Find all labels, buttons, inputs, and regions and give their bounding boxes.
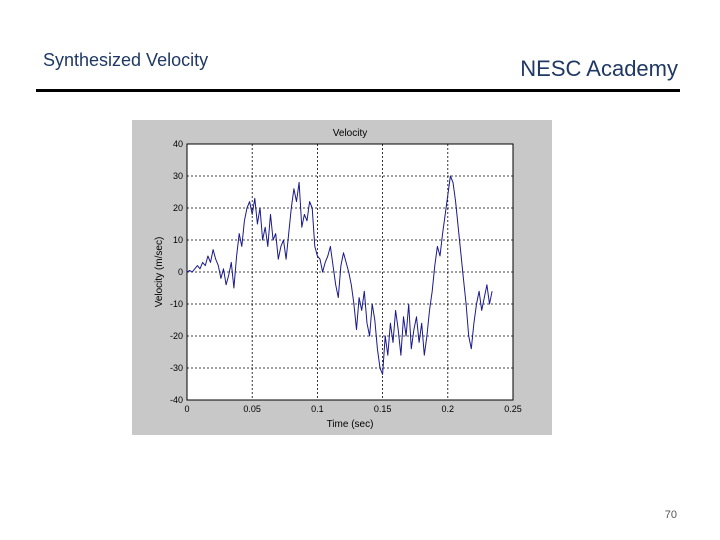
y-tick-label: 40 xyxy=(173,139,183,149)
y-tick-label: 30 xyxy=(173,171,183,181)
slide-title: Synthesized Velocity xyxy=(43,50,209,70)
x-tick-label: 0.15 xyxy=(374,404,392,414)
header-rule xyxy=(36,89,680,92)
page-number: 70 xyxy=(664,509,677,521)
figure-panel: 0 0.05 0.1 0.15 0.2 0.25 -40 -30 -20 -10 0 10 20 30 40… xyxy=(132,120,552,435)
y-tick-label: 20 xyxy=(173,203,183,213)
y-axis-label: Velocity (m/sec) xyxy=(154,237,165,308)
x-tick-label: 0.25 xyxy=(504,404,522,414)
x-tick-label: 0.1 xyxy=(311,404,324,414)
x-tick-label: 0 xyxy=(184,404,189,414)
x-tick-label: 0.2 xyxy=(442,404,455,414)
y-tick-label: -10 xyxy=(170,299,183,309)
y-tick-label: 10 xyxy=(173,235,183,245)
chart-title: Velocity xyxy=(333,128,367,139)
tick-labels: 0 0.05 0.1 0.15 0.2 0.25 -40 -30 -20 -10 0 10 20 30 40 xyxy=(170,139,522,414)
x-axis-label: Time (sec) xyxy=(327,419,374,430)
axes-background xyxy=(186,143,514,401)
y-tick-label: -40 xyxy=(170,395,183,405)
brand-title: NESC Academy xyxy=(520,56,678,81)
velocity-series-line xyxy=(186,175,493,375)
grid-lines xyxy=(187,144,513,400)
x-tick-label: 0.05 xyxy=(243,404,261,414)
y-tick-label: -20 xyxy=(170,331,183,341)
y-tick-label: 0 xyxy=(178,267,183,277)
y-tick-label: -30 xyxy=(170,363,183,373)
velocity-chart: 0 0.05 0.1 0.15 0.2 0.25 -40 -30 -20 -10 0 10 20 30 40… xyxy=(154,128,522,430)
